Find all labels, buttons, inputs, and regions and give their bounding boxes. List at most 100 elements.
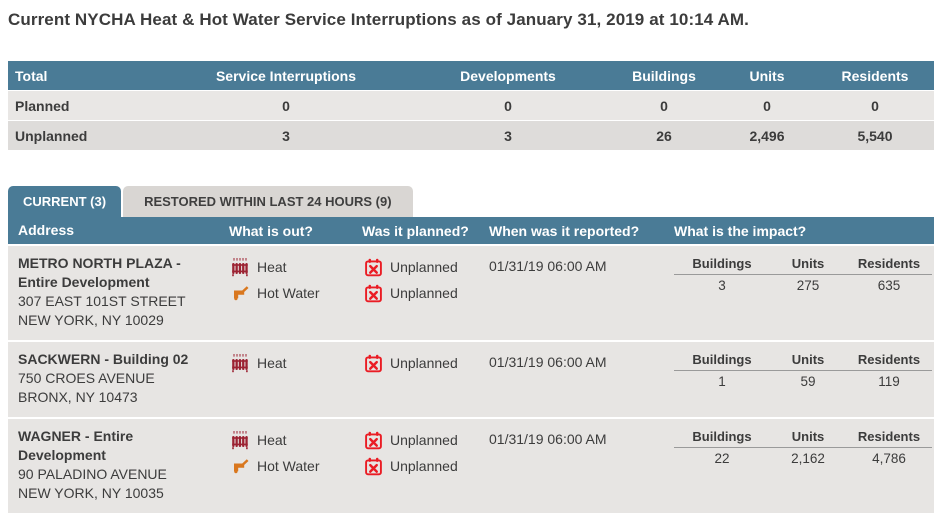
what-is-out-cell: Heat	[223, 350, 356, 376]
tab-restored-last-24-hours[interactable]: RESTORED WITHIN LAST 24 HOURS (9)	[123, 186, 413, 217]
impact-values-row: 22 2,162 4,786	[674, 448, 932, 466]
cell-value: 2,496	[749, 127, 785, 144]
impact-cell: Buildings Units Residents 22 2,162 4,786	[668, 427, 934, 466]
development-name: SACKWERN - Building 02	[18, 351, 189, 367]
planned-label: Unplanned	[390, 432, 458, 448]
was-it-planned-cell: Unplanned Unplanned	[356, 427, 483, 479]
impact-residents-value: 4,786	[872, 451, 906, 466]
summary-table: Total Service Interruptions Developments…	[8, 61, 934, 150]
impact-col-units: Units	[791, 352, 825, 367]
summary-row-planned: Planned 0 0 0 0 0	[8, 91, 934, 120]
impact-cell: Buildings Units Residents 1 59 119	[668, 350, 934, 389]
impact-units-value: 2,162	[791, 451, 825, 466]
reported-timestamp: 01/31/19 06:00 AM	[489, 354, 607, 370]
reported-timestamp: 01/31/19 06:00 AM	[489, 258, 607, 274]
development-name: WAGNER - Entire Development	[18, 428, 134, 463]
summary-col-units: Units	[749, 67, 785, 84]
impact-buildings-value: 3	[718, 278, 726, 293]
planned-label: Unplanned	[390, 285, 458, 301]
heat-radiator-icon	[229, 353, 251, 373]
summary-col-residents: Residents	[841, 67, 909, 84]
heat-radiator-icon	[229, 257, 251, 277]
row-label: Unplanned	[15, 127, 88, 144]
unplanned-calendar-icon	[362, 284, 384, 303]
planned-line: Unplanned	[362, 453, 477, 479]
cell-value: 0	[282, 97, 290, 114]
table-row: METRO NORTH PLAZA - Entire Development 3…	[8, 246, 934, 340]
row-label: Planned	[15, 97, 70, 114]
street-address: 750 CROES AVENUE	[18, 370, 155, 386]
impact-units-value: 59	[800, 374, 816, 389]
service-line: Hot Water	[229, 453, 350, 479]
service-label: Heat	[257, 259, 287, 275]
service-label: Hot Water	[257, 285, 320, 301]
tab-current[interactable]: CURRENT (3)	[8, 186, 122, 217]
street-address: 307 EAST 101ST STREET	[18, 293, 186, 309]
impact-col-buildings: Buildings	[692, 256, 752, 271]
planned-label: Unplanned	[390, 458, 458, 474]
development-name: METRO NORTH PLAZA - Entire Development	[18, 255, 181, 290]
address-cell: WAGNER - Entire Development 90 PALADINO …	[8, 427, 223, 503]
planned-line: Unplanned	[362, 350, 477, 376]
city-state-zip: BRONX, NY 10473	[18, 389, 138, 405]
impact-header-row: Buildings Units Residents	[674, 256, 932, 275]
impact-values-row: 3 275 635	[674, 275, 932, 293]
interruptions-header-row: Address What is out? Was it planned? Whe…	[8, 217, 934, 244]
impact-col-residents: Residents	[857, 429, 921, 444]
what-is-out-cell: Heat Hot Water	[223, 254, 356, 306]
cell-value: 3	[504, 127, 512, 144]
cell-value: 0	[660, 97, 668, 114]
street-address: 90 PALADINO AVENUE	[18, 466, 167, 482]
service-line: Heat	[229, 350, 350, 376]
table-row: SACKWERN - Building 02 750 CROES AVENUE …	[8, 342, 934, 417]
reported-timestamp: 01/31/19 06:00 AM	[489, 431, 607, 447]
unplanned-calendar-icon	[362, 457, 384, 476]
impact-col-units: Units	[791, 429, 825, 444]
address-cell: SACKWERN - Building 02 750 CROES AVENUE …	[8, 350, 223, 407]
service-line: Heat	[229, 427, 350, 453]
col-was-it-planned: Was it planned?	[362, 222, 469, 239]
reported-cell: 01/31/19 06:00 AM	[483, 427, 668, 449]
impact-buildings-value: 22	[714, 451, 730, 466]
what-is-out-cell: Heat Hot Water	[223, 427, 356, 479]
impact-mini-table: Buildings Units Residents 22 2,162 4,786	[674, 429, 932, 466]
cell-value: 0	[871, 97, 879, 114]
impact-values-row: 1 59 119	[674, 371, 932, 389]
was-it-planned-cell: Unplanned Unplanned	[356, 254, 483, 306]
cell-value: 0	[504, 97, 512, 114]
service-line: Hot Water	[229, 280, 350, 306]
impact-residents-value: 119	[878, 374, 900, 389]
was-it-planned-cell: Unplanned	[356, 350, 483, 376]
summary-col-total: Total	[15, 67, 48, 84]
impact-col-buildings: Buildings	[692, 429, 752, 444]
reported-cell: 01/31/19 06:00 AM	[483, 254, 668, 276]
planned-line: Unplanned	[362, 254, 477, 280]
impact-header-row: Buildings Units Residents	[674, 352, 932, 371]
impact-buildings-value: 1	[718, 374, 726, 389]
planned-line: Unplanned	[362, 427, 477, 453]
impact-col-buildings: Buildings	[692, 352, 752, 367]
service-label: Heat	[257, 432, 287, 448]
interruptions-table: Address What is out? Was it planned? Whe…	[8, 217, 934, 513]
hot-water-faucet-icon	[229, 283, 251, 303]
summary-col-buildings: Buildings	[632, 67, 696, 84]
planned-label: Unplanned	[390, 355, 458, 371]
impact-cell: Buildings Units Residents 3 275 635	[668, 254, 934, 293]
table-row: WAGNER - Entire Development 90 PALADINO …	[8, 419, 934, 513]
tab-bar: CURRENT (3) RESTORED WITHIN LAST 24 HOUR…	[8, 186, 934, 217]
impact-mini-table: Buildings Units Residents 1 59 119	[674, 352, 932, 389]
city-state-zip: NEW YORK, NY 10035	[18, 485, 164, 501]
unplanned-calendar-icon	[362, 354, 384, 373]
page-title: Current NYCHA Heat & Hot Water Service I…	[8, 10, 749, 29]
col-what-is-out: What is out?	[229, 222, 313, 239]
cell-value: 26	[656, 127, 672, 144]
impact-col-residents: Residents	[857, 352, 921, 367]
service-label: Heat	[257, 355, 287, 371]
col-address: Address	[18, 222, 75, 238]
summary-header-row: Total Service Interruptions Developments…	[8, 61, 934, 90]
hot-water-faucet-icon	[229, 456, 251, 476]
col-when-reported: When was it reported?	[489, 222, 640, 239]
summary-col-developments: Developments	[460, 67, 556, 84]
impact-mini-table: Buildings Units Residents 3 275 635	[674, 256, 932, 293]
impact-units-value: 275	[796, 278, 820, 293]
